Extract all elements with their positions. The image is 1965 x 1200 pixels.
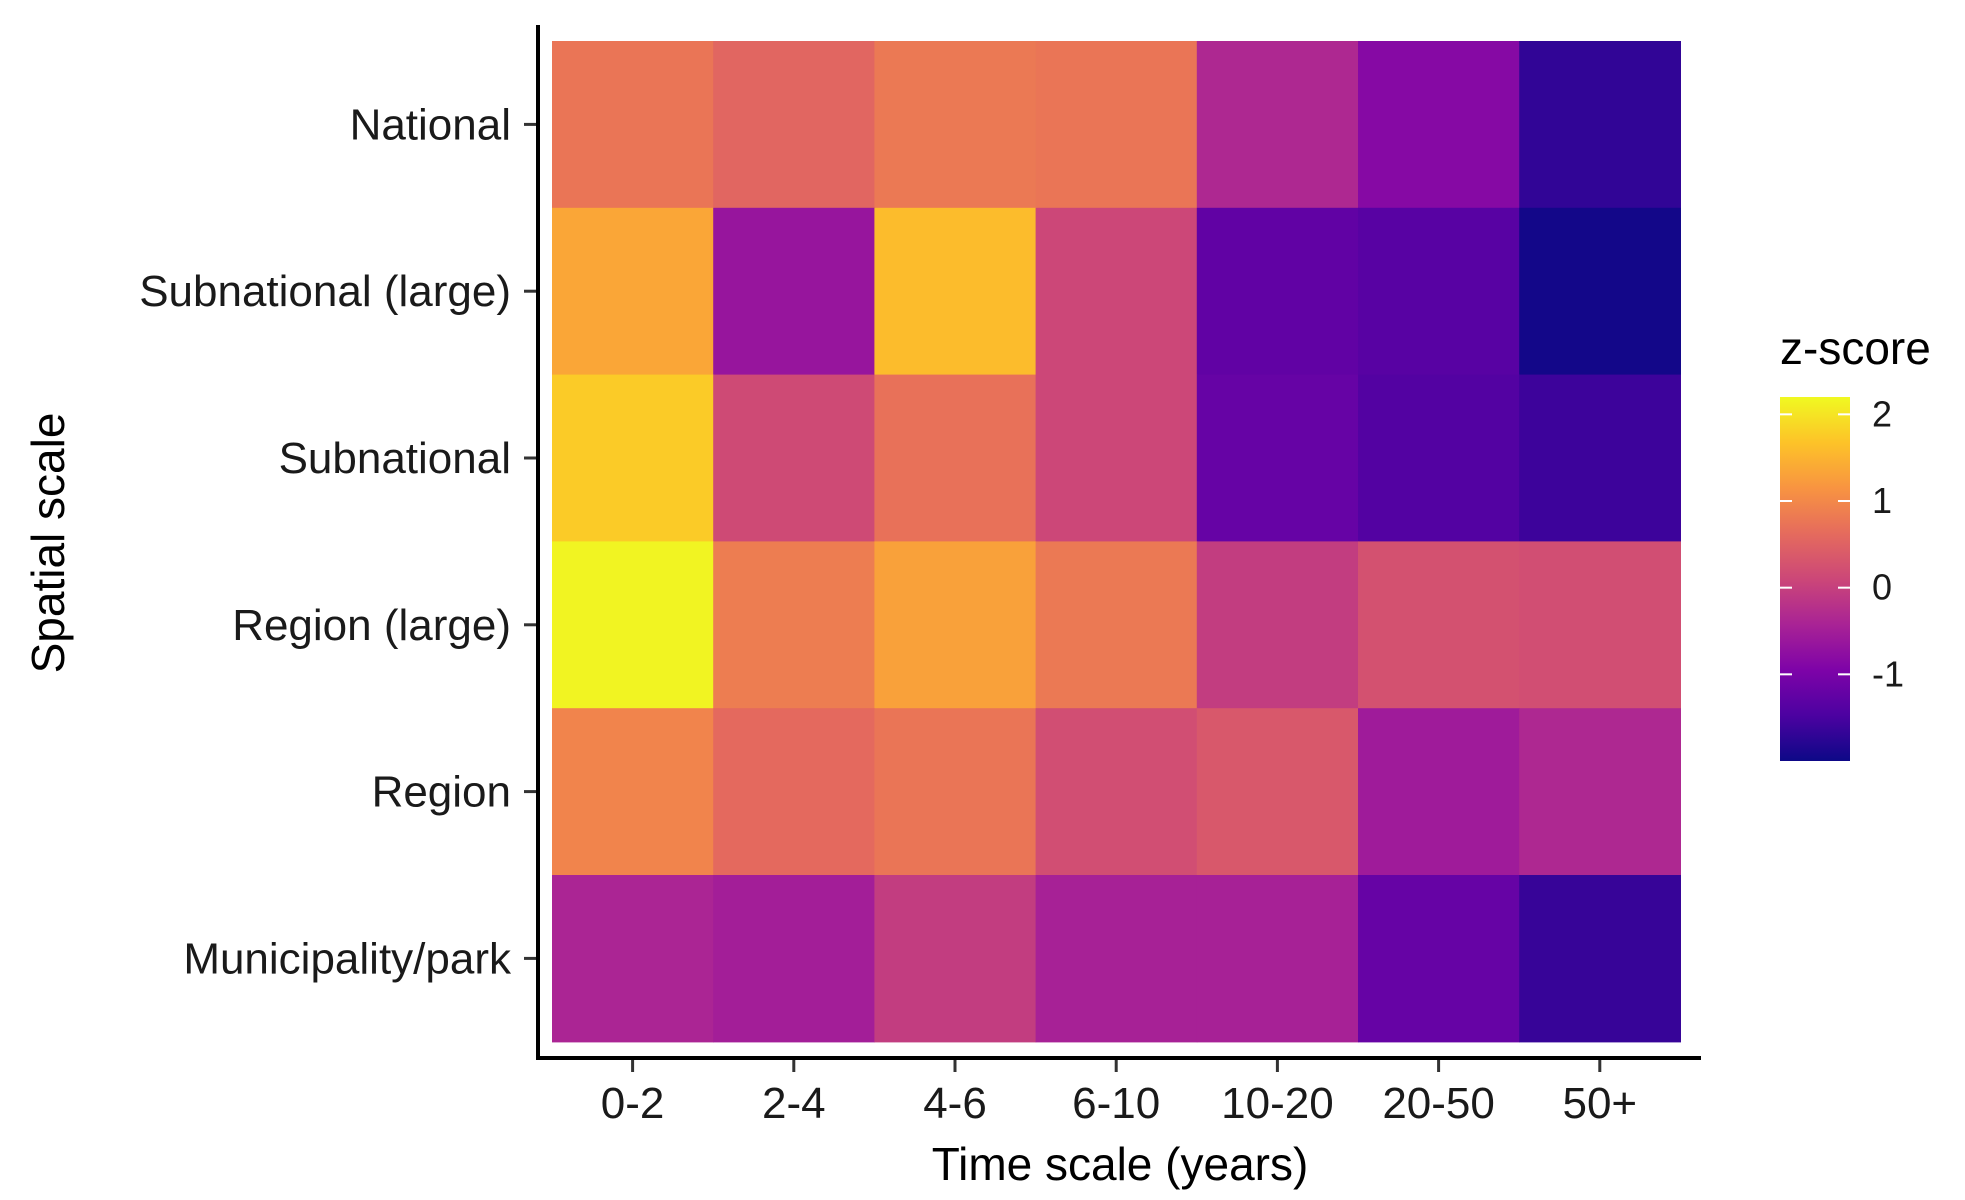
heatmap-cell (1196, 875, 1359, 1043)
colorbar (1780, 397, 1850, 761)
heatmap-cell (1035, 875, 1198, 1043)
x-tick-label: 50+ (1562, 1079, 1637, 1128)
heatmap-cell (1519, 708, 1681, 876)
heatmap-cell (1358, 41, 1520, 209)
heatmap-cell (1519, 875, 1681, 1043)
y-axis-title: Spatial scale (22, 413, 74, 674)
legend-title: z-score (1780, 322, 1931, 374)
heatmap-cell (552, 41, 714, 209)
heatmap-cell (1196, 207, 1359, 376)
heatmap-cell (874, 207, 1037, 376)
y-tick-label: Subnational (large) (139, 267, 511, 316)
heatmap-cell (1035, 41, 1198, 209)
y-tick-label: Municipality/park (183, 934, 512, 983)
x-axis-ticks: 0-2 2-4 4-6 6-10 10-20 20-50 50+ (601, 1060, 1637, 1128)
x-tick-label: 0-2 (601, 1079, 665, 1128)
heatmap-cell (1196, 708, 1359, 876)
heatmap-cell (1519, 374, 1681, 542)
x-axis-title: Time scale (years) (932, 1138, 1309, 1190)
x-tick-label: 4-6 (923, 1079, 987, 1128)
heatmap-cell (1035, 541, 1198, 709)
x-tick-label: 20-50 (1382, 1079, 1495, 1128)
heatmap-cell (713, 207, 875, 376)
heatmap-cell (552, 541, 714, 709)
heatmap-cell (874, 374, 1037, 542)
heatmap-cell (713, 41, 875, 209)
heatmap-cell (1035, 708, 1198, 876)
heatmap-cell (713, 875, 875, 1043)
y-tick-label: National (350, 100, 511, 149)
x-tick-label: 2-4 (762, 1079, 826, 1128)
y-tick-label: Region (372, 768, 511, 817)
colorbar-tick-label: 0 (1872, 567, 1892, 608)
heatmap-cell (874, 541, 1037, 709)
heatmap-cell (1358, 374, 1520, 542)
colorbar-legend: z-score 2 1 0 -1 (1780, 322, 1931, 761)
y-axis-ticks: National Subnational (large) Subnational Re… (139, 100, 536, 983)
heatmap-cell (1035, 374, 1198, 542)
heatmap-cell (713, 374, 875, 542)
x-tick-label: 6-10 (1072, 1079, 1160, 1128)
heatmap-cell (1358, 541, 1520, 709)
heatmap-cell (1196, 374, 1359, 542)
y-tick-label: Subnational (279, 434, 511, 483)
heatmap-cell (552, 875, 714, 1043)
x-tick-label: 10-20 (1221, 1079, 1334, 1128)
heatmap-cell (552, 207, 714, 376)
y-tick-label: Region (large) (232, 601, 511, 650)
heatmap-cells (552, 41, 1681, 1043)
colorbar-tick-label: -1 (1872, 653, 1904, 694)
heatmap-cell (1519, 541, 1681, 709)
heatmap-cell (874, 41, 1037, 209)
heatmap-cell (1358, 875, 1520, 1043)
heatmap-cell (713, 708, 875, 876)
heatmap-cell (552, 708, 714, 876)
colorbar-tick-label: 2 (1872, 393, 1892, 434)
heatmap-cell (1196, 41, 1359, 209)
heatmap-cell (1196, 541, 1359, 709)
heatmap-cell (874, 875, 1037, 1043)
heatmap-cell (552, 374, 714, 542)
colorbar-tick-label: 1 (1872, 480, 1892, 521)
heatmap-cell (1519, 207, 1681, 376)
heatmap-cell (1035, 207, 1198, 376)
colorbar-ticks: 2 1 0 -1 (1780, 393, 1904, 694)
heatmap-cell (713, 541, 875, 709)
heatmap-cell (1358, 207, 1520, 376)
heatmap-cell (874, 708, 1037, 876)
heatmap-cell (1358, 708, 1520, 876)
heatmap-cell (1519, 41, 1681, 209)
